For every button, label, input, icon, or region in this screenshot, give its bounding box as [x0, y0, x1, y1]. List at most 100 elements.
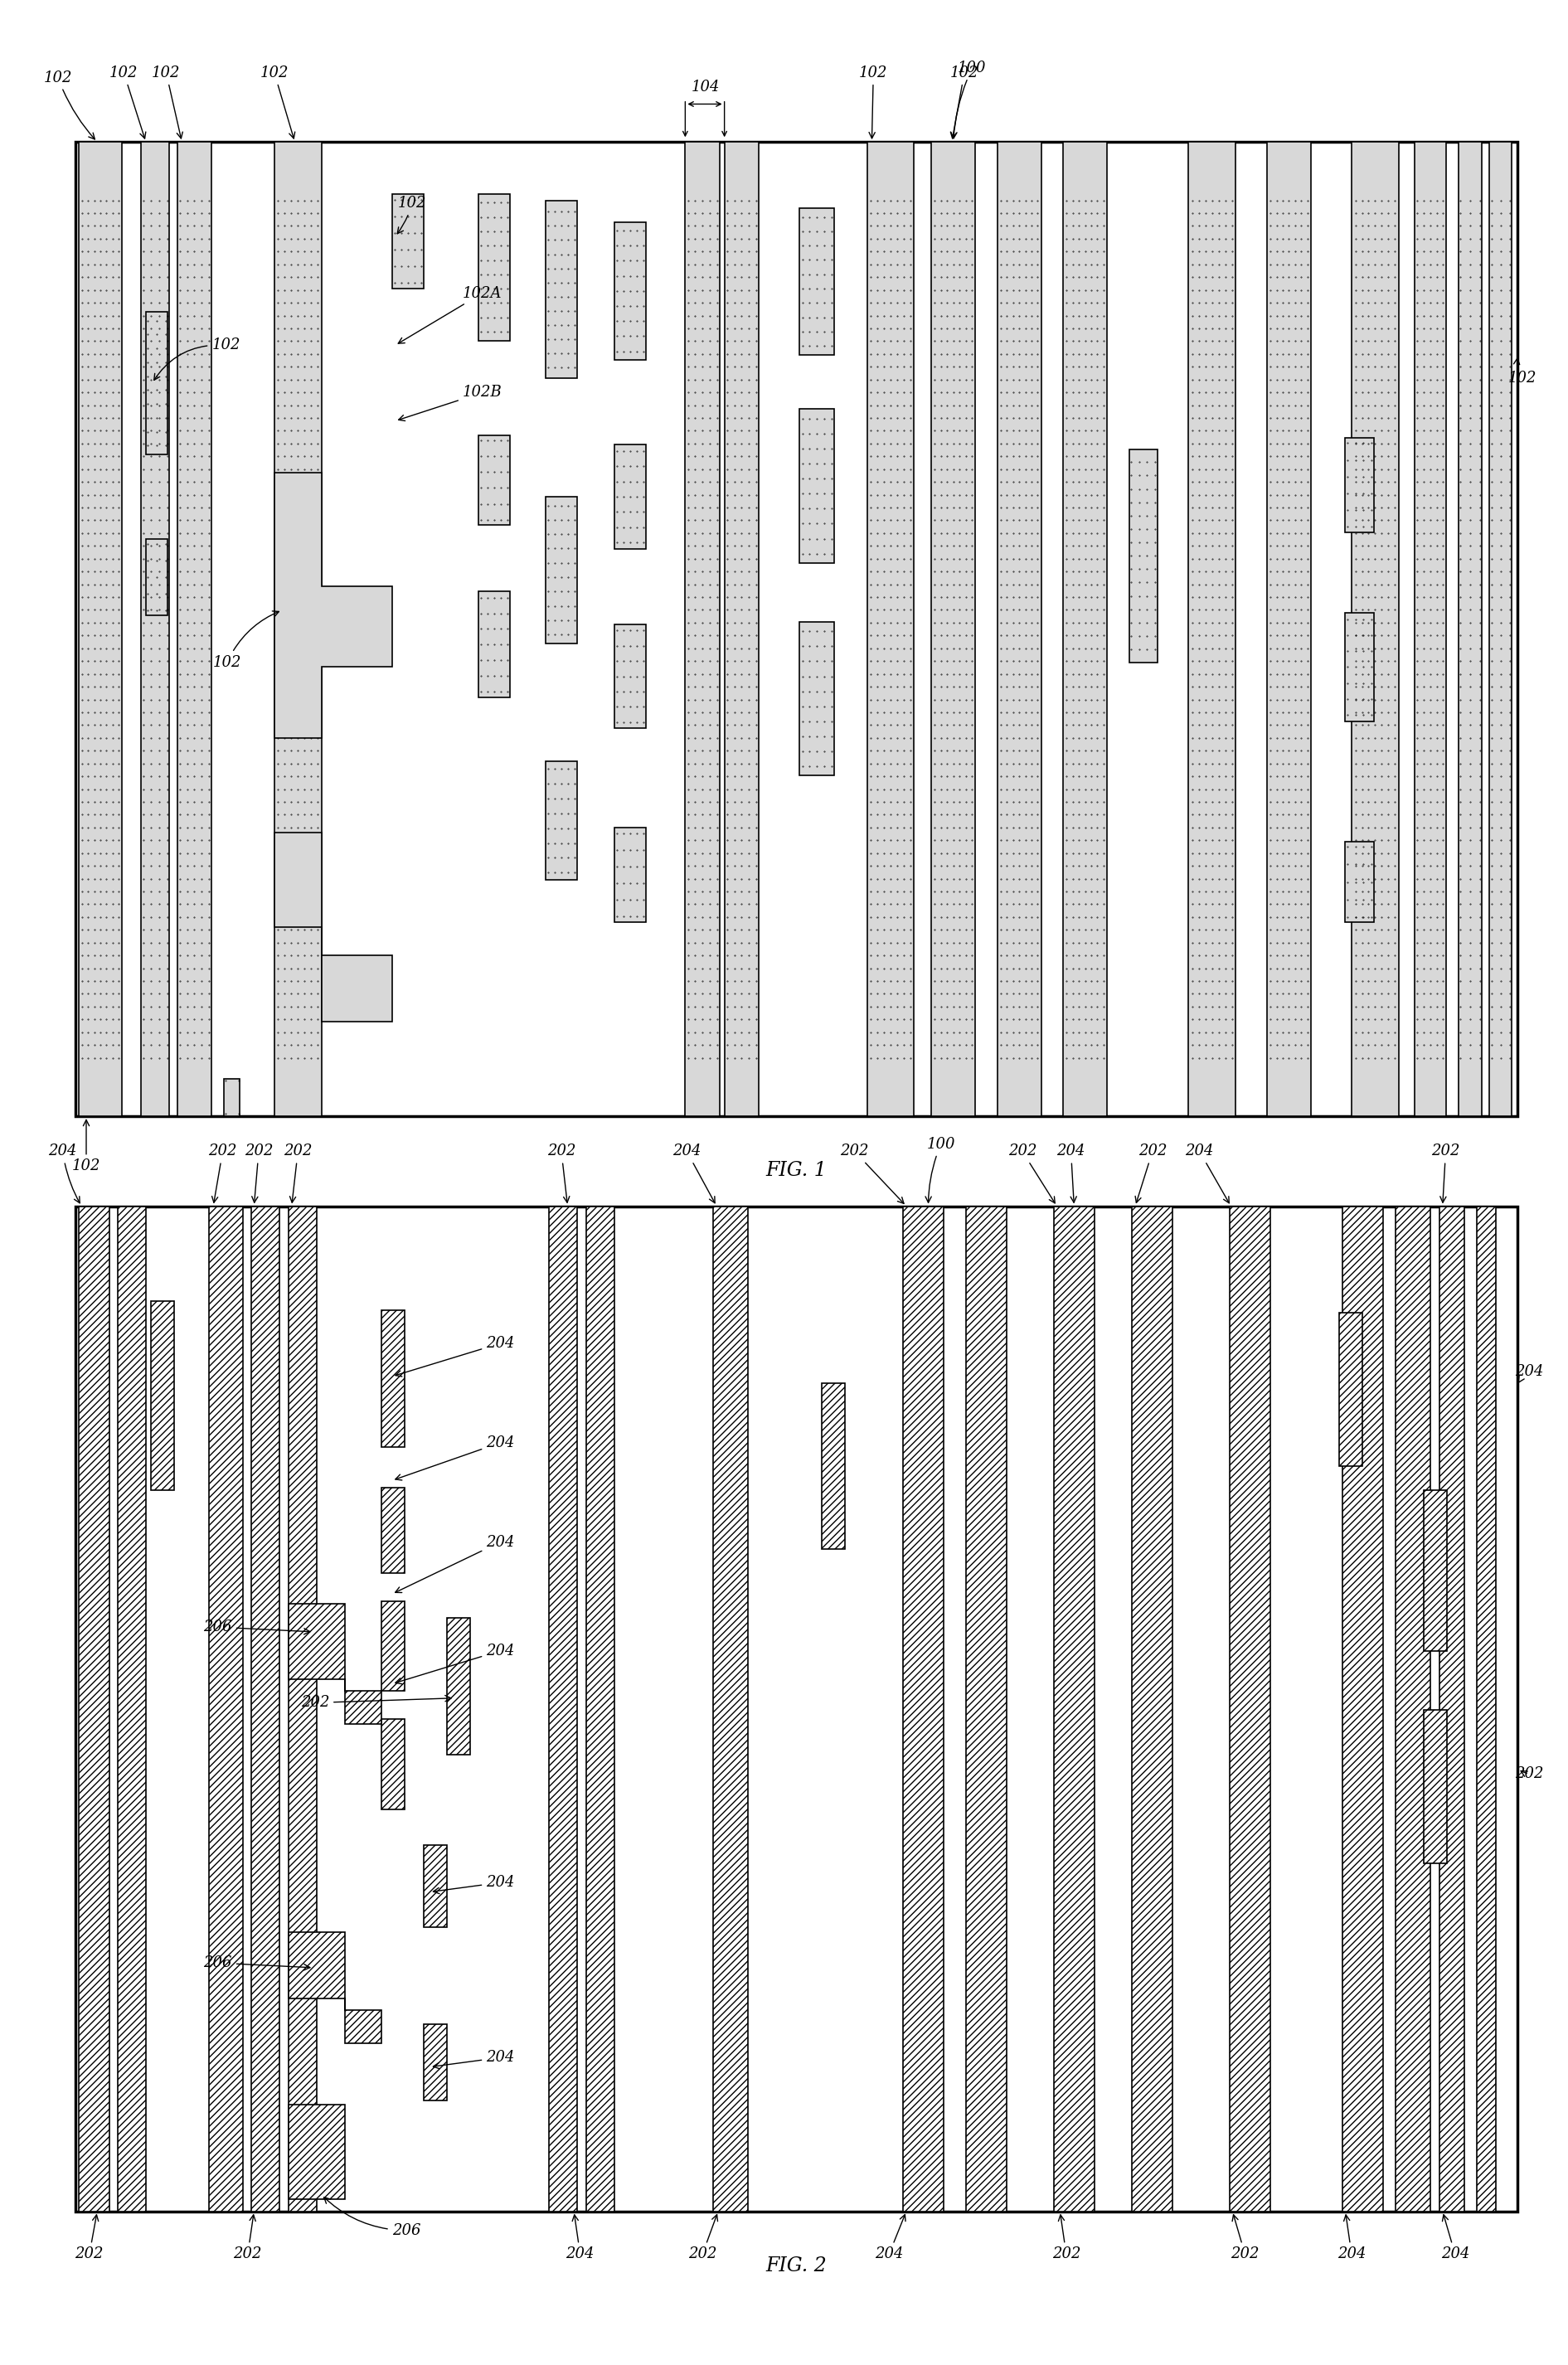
Text: 202: 202 — [688, 2214, 718, 2261]
Bar — [381, 1310, 405, 1447]
Bar — [997, 142, 1041, 1116]
Bar — [75, 142, 1518, 1116]
Bar — [478, 435, 510, 525]
Bar — [1345, 613, 1374, 721]
Bar — [1439, 1206, 1465, 2211]
Bar — [800, 622, 834, 776]
Text: 204: 204 — [433, 1875, 514, 1894]
Text: 204: 204 — [395, 1644, 514, 1684]
Bar — [1424, 1490, 1447, 1651]
Bar — [78, 142, 122, 1116]
Bar — [118, 1206, 146, 2211]
Text: 202: 202 — [234, 2216, 262, 2261]
Bar — [713, 1206, 748, 2211]
Bar — [78, 1206, 110, 2211]
Text: FIG. 2: FIG. 2 — [765, 2256, 828, 2275]
Text: 102: 102 — [44, 71, 94, 140]
Bar — [1345, 438, 1374, 532]
Polygon shape — [289, 1932, 381, 2043]
Bar — [1342, 1206, 1383, 2211]
Text: 102: 102 — [110, 66, 146, 140]
Text: 206: 206 — [204, 1956, 310, 1970]
Bar — [1054, 1206, 1094, 2211]
Text: 102: 102 — [1508, 359, 1537, 385]
Text: 204: 204 — [1441, 2214, 1469, 2261]
Bar — [1477, 1206, 1496, 2211]
Bar — [146, 312, 168, 454]
Bar — [546, 762, 577, 880]
Text: 204: 204 — [1515, 1365, 1543, 1384]
Bar — [615, 828, 646, 922]
Bar — [151, 1301, 174, 1490]
Bar — [1396, 1206, 1430, 2211]
Bar — [685, 142, 720, 1116]
Text: 104: 104 — [691, 80, 720, 95]
Text: 204: 204 — [395, 1336, 514, 1376]
Text: 204: 204 — [395, 1535, 514, 1592]
Bar — [1345, 842, 1374, 922]
Bar — [209, 1206, 243, 2211]
Bar — [1458, 142, 1482, 1116]
Bar — [289, 2105, 345, 2199]
Bar — [546, 497, 577, 643]
Text: 202: 202 — [1432, 1145, 1460, 1201]
Text: 202: 202 — [245, 1145, 273, 1201]
Bar — [75, 1206, 1518, 2211]
Bar — [724, 142, 759, 1116]
Text: 202: 202 — [284, 1145, 312, 1201]
Bar — [822, 1384, 845, 1549]
Bar — [478, 591, 510, 698]
Polygon shape — [274, 473, 392, 738]
Text: 202: 202 — [1231, 2214, 1259, 2261]
Bar — [224, 1078, 240, 1116]
Text: 202: 202 — [1135, 1145, 1167, 1204]
Text: 100: 100 — [925, 1138, 955, 1201]
Bar — [615, 624, 646, 728]
Text: 202: 202 — [301, 1696, 452, 1710]
Text: 202: 202 — [209, 1145, 237, 1204]
Bar — [146, 539, 168, 615]
Bar — [381, 1488, 405, 1573]
Bar — [478, 194, 510, 341]
Text: 206: 206 — [325, 2197, 420, 2237]
Text: 202: 202 — [1008, 1145, 1055, 1204]
Text: 204: 204 — [433, 2050, 514, 2069]
Bar — [966, 1206, 1007, 2211]
Bar — [800, 208, 834, 355]
Text: 100: 100 — [950, 61, 986, 137]
Bar — [447, 1618, 470, 1755]
Text: 204: 204 — [566, 2216, 594, 2261]
Text: 204: 204 — [1338, 2216, 1366, 2261]
Text: 204: 204 — [1185, 1145, 1229, 1204]
Bar — [615, 445, 646, 549]
Text: 204: 204 — [875, 2214, 905, 2261]
Bar — [549, 1206, 577, 2211]
Text: 202: 202 — [547, 1145, 575, 1201]
Text: 202: 202 — [75, 2214, 103, 2261]
Text: 102: 102 — [72, 1121, 100, 1173]
Text: 204: 204 — [49, 1145, 80, 1204]
Text: 204: 204 — [673, 1145, 715, 1204]
Bar — [381, 1719, 405, 1809]
Bar — [1063, 142, 1107, 1116]
Text: 102: 102 — [152, 66, 183, 140]
Polygon shape — [274, 832, 392, 1022]
Bar — [1132, 1206, 1173, 2211]
Bar — [1267, 142, 1311, 1116]
Bar — [423, 1845, 447, 1927]
Text: 204: 204 — [395, 1436, 514, 1480]
Bar — [251, 1206, 279, 2211]
Bar — [1189, 142, 1236, 1116]
Text: 102A: 102A — [398, 286, 502, 343]
Bar — [141, 142, 169, 1116]
Bar — [1414, 142, 1446, 1116]
Bar — [1424, 1710, 1447, 1864]
Text: 204: 204 — [1057, 1145, 1085, 1201]
Text: 202: 202 — [1052, 2216, 1080, 2261]
Bar — [800, 409, 834, 563]
Bar — [392, 194, 423, 289]
Bar — [931, 142, 975, 1116]
Bar — [1352, 142, 1399, 1116]
Bar — [381, 1601, 405, 1691]
Text: 102: 102 — [213, 610, 279, 669]
